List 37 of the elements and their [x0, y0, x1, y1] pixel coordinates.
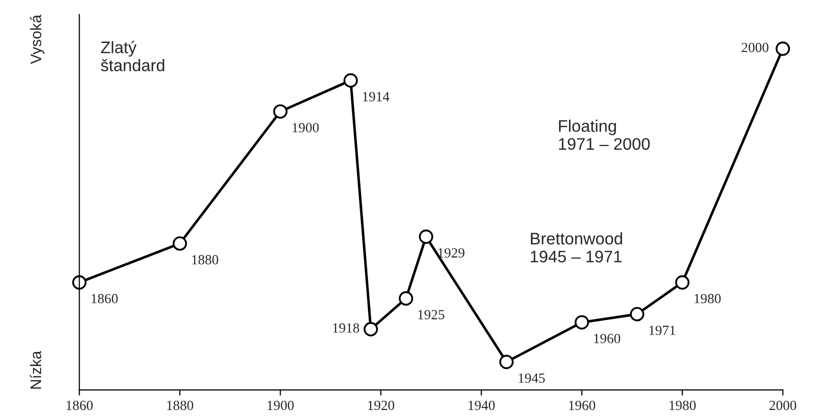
x-tick-label: 1960 — [569, 400, 596, 410]
annotation: 1960 — [594, 334, 620, 344]
point — [630, 307, 644, 322]
x-tick-label: 1880 — [167, 400, 194, 410]
annotation: 1900 — [292, 123, 319, 132]
annotation: 1918 — [333, 323, 360, 333]
point — [776, 42, 790, 56]
annotation: 1880 — [192, 255, 218, 264]
x-tick-label: 2000 — [770, 400, 796, 410]
annotation: 1980 — [694, 294, 721, 304]
annotation: 1971 — [649, 326, 676, 336]
point — [72, 275, 86, 290]
point — [172, 236, 187, 251]
annotation: 2000 — [742, 42, 768, 52]
x-tick-label: 1900 — [268, 400, 294, 410]
annotation: 1860 — [92, 294, 118, 304]
x-tick-label: 1860 — [66, 400, 93, 410]
point — [574, 315, 589, 330]
point — [418, 230, 434, 244]
text: Nízka — [30, 350, 42, 389]
annotation: 1929 — [438, 248, 464, 258]
annotation: Brettonwood 1945 – 1971 — [530, 232, 622, 262]
point — [364, 322, 378, 336]
annotation: 1945 — [518, 373, 545, 383]
x-tick-label: 1940 — [468, 400, 495, 410]
point — [675, 275, 690, 290]
annotation: 1925 — [418, 310, 444, 320]
point — [273, 104, 288, 119]
annotation: Floating 1971 – 2000 — [558, 120, 650, 150]
point — [344, 73, 358, 88]
text: Vysoká — [30, 14, 44, 64]
annotation: Zlatý štandard — [100, 40, 164, 72]
point — [499, 354, 514, 370]
x-tick-label: 1980 — [670, 400, 696, 410]
annotation: 1914 — [363, 92, 390, 102]
x-tick-label: 1920 — [368, 400, 394, 410]
point — [398, 291, 414, 306]
